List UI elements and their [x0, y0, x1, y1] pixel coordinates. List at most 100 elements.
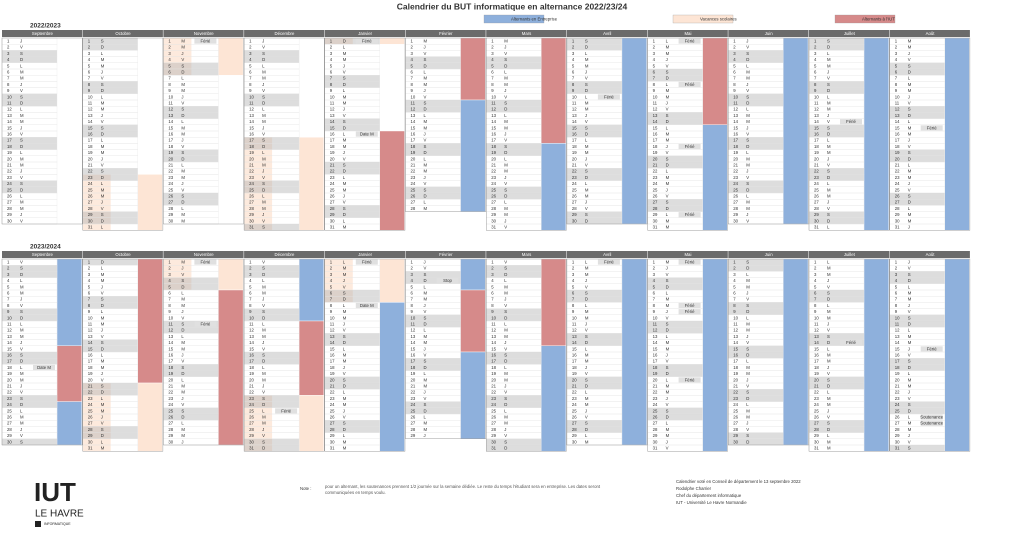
note-cell: [920, 125, 943, 131]
weekday: M: [908, 45, 912, 50]
day-number: 3: [88, 51, 91, 56]
day-row: [405, 87, 461, 94]
day-number: 25: [7, 187, 12, 192]
weekday: D: [504, 150, 507, 155]
day-number: 16: [330, 132, 335, 137]
day-row: [808, 271, 865, 278]
day-row: [889, 271, 945, 278]
weekday: M: [504, 39, 508, 44]
note-cell: [678, 143, 701, 150]
day-number: 12: [168, 107, 173, 112]
day-number: 19: [168, 371, 173, 376]
day-number: 4: [733, 57, 736, 62]
weekday: J: [262, 297, 264, 302]
month-header: [728, 251, 809, 258]
weekday: L: [746, 359, 749, 364]
note-text: Férié: [201, 260, 211, 265]
weekday: M: [908, 384, 912, 389]
day-number: 16: [572, 353, 577, 358]
day-number: 16: [411, 132, 416, 137]
day-number: 16: [88, 353, 93, 358]
day-number: 27: [653, 421, 658, 426]
day-number: 13: [572, 113, 577, 118]
day-row: [889, 44, 945, 51]
weekday: S: [908, 63, 911, 68]
weekday: V: [504, 138, 507, 143]
weekday: V: [504, 260, 507, 265]
weekday: M: [585, 194, 589, 199]
day-number: 1: [7, 39, 10, 44]
weekday: L: [504, 70, 507, 75]
day-number: 13: [330, 334, 335, 339]
day-number: 9: [733, 309, 736, 314]
day-number: 29: [330, 433, 335, 438]
day-number: 4: [814, 57, 817, 62]
day-number: 21: [653, 163, 658, 168]
note-text: Férié: [685, 309, 695, 314]
weekday: M: [666, 51, 670, 56]
day-number: 10: [572, 315, 577, 320]
day-number: 22: [653, 169, 658, 174]
weekday: S: [746, 51, 749, 56]
weekday: D: [181, 156, 184, 161]
day-number: 10: [249, 94, 254, 99]
weekday: L: [343, 88, 346, 93]
day-number: 26: [653, 194, 658, 199]
weekday: J: [908, 346, 910, 351]
day-number: 6: [330, 291, 333, 296]
day-number: 13: [88, 113, 93, 118]
weekday: J: [181, 396, 183, 401]
day-number: 3: [653, 51, 656, 56]
day-row: [566, 68, 623, 76]
weekday: M: [908, 212, 912, 217]
weekday: M: [746, 119, 750, 124]
weekday: L: [20, 107, 23, 112]
day-number: 10: [733, 94, 738, 99]
day-number: 22: [168, 390, 173, 395]
weekday: L: [908, 119, 911, 124]
weekday: L: [262, 278, 265, 283]
day-number: 30: [895, 218, 900, 223]
day-row: [82, 277, 138, 284]
day-row: [728, 44, 784, 51]
day-number: 11: [895, 322, 900, 327]
day-row: [324, 50, 380, 57]
day-row: [889, 68, 945, 76]
weekday: M: [585, 63, 589, 68]
day-number: 18: [411, 144, 416, 149]
month-header: [647, 251, 728, 258]
day-number: 31: [330, 225, 335, 230]
day-number: 14: [733, 340, 738, 345]
day-number: 13: [88, 334, 93, 339]
day-number: 25: [330, 408, 335, 413]
weekday: D: [827, 427, 830, 432]
vacation-block: [82, 383, 111, 452]
day-number: 17: [88, 138, 93, 143]
weekday: J: [827, 365, 829, 370]
day-row: [566, 37, 623, 45]
day-number: 26: [491, 415, 496, 420]
day-row: [405, 81, 461, 88]
weekday: M: [101, 365, 105, 370]
day-number: 17: [572, 359, 577, 364]
day-number: 22: [895, 169, 900, 174]
weekday: D: [585, 45, 588, 50]
weekday: L: [101, 181, 104, 186]
weekday: V: [504, 303, 507, 308]
weekday: L: [343, 346, 346, 351]
weekday: J: [827, 322, 829, 327]
weekday: J: [424, 132, 426, 137]
weekday: J: [666, 309, 668, 314]
day-row: [728, 75, 784, 82]
day-number: 18: [249, 144, 254, 149]
day-number: 26: [7, 194, 12, 199]
note-cell: [678, 302, 701, 309]
day-number: 13: [491, 113, 496, 118]
weekday: S: [181, 322, 184, 327]
day-number: 31: [814, 446, 819, 451]
day-number: 3: [572, 272, 575, 277]
day-number: 23: [411, 396, 416, 401]
weekday: S: [827, 377, 830, 382]
day-number: 26: [249, 415, 254, 420]
